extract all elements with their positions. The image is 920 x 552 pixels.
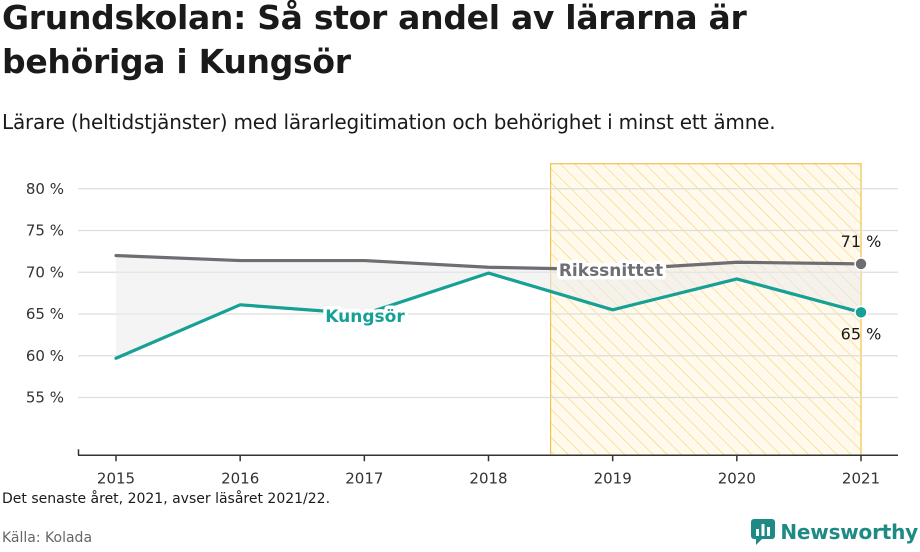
- series-line-rikssnittet: [114, 253, 863, 272]
- x-tick-label: 2016: [221, 469, 259, 487]
- y-tick-label: 75 %: [26, 222, 64, 240]
- x-tick-label: 2019: [594, 469, 632, 487]
- y-tick-label: 70 %: [26, 263, 64, 281]
- y-tick-label: 55 %: [26, 389, 64, 407]
- end-value-label-kungsor: 65 %: [841, 324, 882, 343]
- x-tick-label: 2020: [718, 469, 756, 487]
- series-line-kungsor: [114, 271, 863, 360]
- x-tick-label: 2015: [97, 469, 135, 487]
- series-label-kungsor: Kungsör: [325, 307, 405, 327]
- y-tick-label: 60 %: [26, 347, 64, 365]
- data-point-rikssnittet: [854, 257, 868, 271]
- data-point-kungsor: [854, 305, 868, 320]
- series-label-kungsor-halo: Kungsör: [325, 307, 405, 327]
- y-tick-label: 80 %: [26, 180, 64, 198]
- series-label-rikssnittet-halo: Rikssnittet: [559, 261, 663, 281]
- footnote: Det senaste året, 2021, avser läsåret 20…: [2, 491, 331, 507]
- x-tick-label: 2018: [469, 469, 507, 487]
- end-value-label-rikssnittet: 71 %: [841, 232, 882, 251]
- newsworthy-logo[interactable]: Newsworthy: [750, 518, 918, 546]
- x-tick-label: 2021: [842, 469, 880, 487]
- y-tick-label: 65 %: [26, 305, 64, 323]
- x-tick-label: 2017: [345, 469, 383, 487]
- newsworthy-chart-bubble-icon: [751, 519, 776, 545]
- series-label-rikssnittet: Rikssnittet: [559, 261, 663, 281]
- brand-name: Newsworthy: [780, 520, 918, 544]
- source-note: Källa: Kolada: [2, 530, 93, 546]
- gap-area: [116, 255, 861, 359]
- chart-subtitle: Lärare (heltidstjänster) med lärarlegiti…: [2, 110, 776, 134]
- line-chart: 55 % 60 % 65 % 70 % 75 % 80 % 2015 2016 2017 2018…: [26, 163, 898, 487]
- chart-title: Grundskolan: Så stor andel av lärarna är…: [2, 0, 747, 81]
- highlight-band: [549, 163, 862, 456]
